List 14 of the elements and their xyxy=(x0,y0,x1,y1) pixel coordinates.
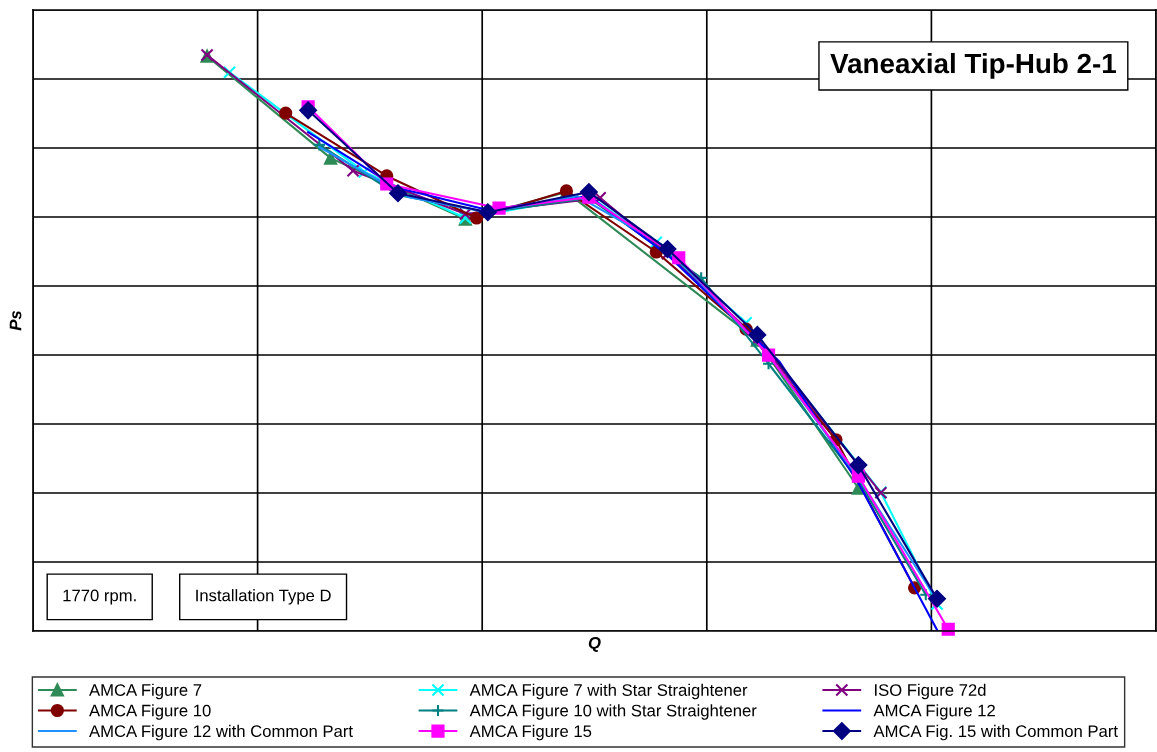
chart-title: Vaneaxial Tip-Hub 2-1 xyxy=(830,52,1116,79)
legend-label: AMCA Figure 10 xyxy=(89,704,211,720)
legend-label: AMCA Fig. 15 with Common Part xyxy=(873,724,1118,741)
legend-label: AMCA Figure 12 xyxy=(873,704,995,720)
annotation: 1770 rpm. xyxy=(63,589,136,605)
annotation: Installation Type D xyxy=(196,589,331,605)
legend-label: AMCA Figure 7 xyxy=(89,683,202,700)
legend-label: AMCA Figure 7 with Star Straightener xyxy=(469,683,748,700)
legend-label: AMCA Figure 15 xyxy=(469,724,592,741)
legend-label: AMCA Figure 12 with Common Part xyxy=(89,724,353,741)
legend-label: ISO Figure 72d xyxy=(875,683,986,700)
y-axis-title: Ps xyxy=(9,310,22,331)
legend-label: AMCA Figure 10 with Star Straightener xyxy=(469,704,757,720)
x-axis-title: Q xyxy=(588,637,601,652)
